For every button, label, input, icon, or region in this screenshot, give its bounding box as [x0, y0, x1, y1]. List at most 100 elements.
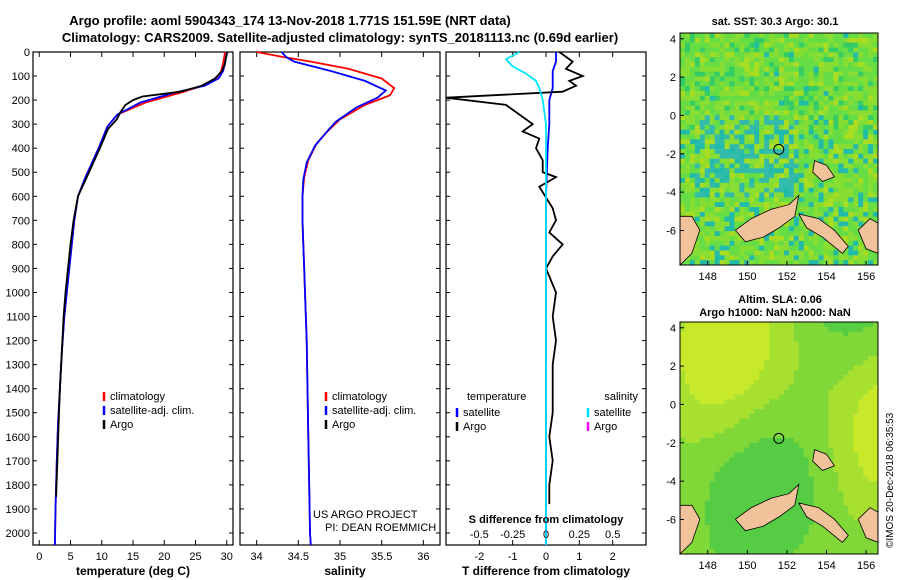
- map-cell: [848, 462, 854, 468]
- map-cell: [709, 399, 716, 405]
- map-cell: [709, 221, 716, 227]
- map-cell: [808, 91, 815, 97]
- map-cell: [709, 149, 716, 155]
- map-cell: [793, 95, 800, 102]
- map-cell: [729, 178, 735, 184]
- map-cell: [754, 168, 760, 174]
- map-cell: [818, 360, 824, 366]
- map-cell: [848, 423, 854, 429]
- map-cell: [719, 110, 725, 116]
- map-cell: [843, 549, 849, 555]
- map-cell: [709, 250, 716, 256]
- map-cell: [858, 539, 864, 545]
- map-cell: [803, 423, 810, 429]
- map-cell: [808, 129, 815, 135]
- map-cell: [699, 221, 706, 227]
- map-cell: [793, 255, 800, 261]
- depth-tick-label: 1000: [6, 287, 30, 299]
- map-cell: [788, 149, 795, 155]
- map-cell: [694, 260, 701, 266]
- map-cell: [704, 231, 711, 237]
- map-cell: [843, 202, 849, 208]
- map-cell: [779, 336, 785, 342]
- map-cell: [823, 139, 829, 145]
- map-cell: [774, 236, 780, 242]
- map-cell: [813, 144, 819, 150]
- map-cell: [818, 322, 824, 328]
- map-cell: [779, 331, 785, 337]
- map-cell: [833, 86, 839, 92]
- map-cell: [793, 226, 800, 232]
- map-cell: [689, 355, 696, 362]
- map-cell: [764, 57, 770, 63]
- map-cell: [754, 418, 760, 424]
- map-cell: [680, 120, 686, 126]
- map-cell: [749, 168, 755, 174]
- map-cell: [863, 42, 869, 48]
- map-cell: [783, 245, 790, 251]
- map-y-tick-label: -4: [666, 476, 676, 488]
- map-cell: [694, 452, 701, 458]
- map-cell: [843, 486, 849, 492]
- map-cell: [774, 370, 780, 376]
- map-cell: [774, 322, 780, 328]
- map-cell: [788, 442, 795, 449]
- map-cell: [838, 105, 844, 111]
- map-cell: [803, 529, 810, 536]
- map-cell: [719, 370, 725, 376]
- map-cell: [764, 153, 770, 160]
- map-cell: [684, 404, 691, 410]
- map-cell: [719, 129, 725, 135]
- map-cell: [803, 245, 810, 251]
- map-cell: [783, 134, 790, 140]
- map-cell: [858, 91, 864, 97]
- map-cell: [838, 178, 844, 184]
- map-cell: [699, 457, 706, 463]
- map-cell: [848, 134, 854, 140]
- map-cell: [754, 260, 760, 266]
- map-cell: [798, 139, 805, 145]
- map-cell: [764, 433, 770, 439]
- salinity-panel-frame: [239, 51, 441, 546]
- map-cell: [729, 211, 735, 218]
- map-cell: [684, 168, 691, 174]
- map-cell: [774, 134, 780, 140]
- map-cell: [749, 404, 755, 410]
- map-cell: [694, 57, 701, 63]
- map-cell: [719, 91, 725, 97]
- map-cell: [813, 192, 819, 198]
- map-cell: [853, 355, 859, 362]
- map-cell: [739, 384, 745, 391]
- map-cell: [769, 81, 775, 87]
- map-cell: [863, 389, 869, 395]
- map-cell: [848, 409, 854, 415]
- map-cell: [734, 178, 740, 184]
- map-cell: [764, 158, 770, 164]
- map-cell: [714, 500, 720, 507]
- map-cell: [798, 197, 805, 203]
- map-cell: [714, 529, 720, 536]
- map-cell: [838, 76, 844, 82]
- map-cell: [734, 95, 740, 102]
- map-cell: [694, 428, 701, 434]
- map-cell: [833, 207, 839, 213]
- map-cell: [848, 182, 854, 189]
- map-cell: [818, 207, 824, 213]
- depth-tick-label: 700: [12, 215, 30, 227]
- map-x-tick-label: 150: [738, 560, 756, 572]
- map-cell: [719, 418, 725, 424]
- map-cell: [788, 481, 795, 487]
- map-cell: [694, 173, 701, 179]
- depth-tick-label: 200: [12, 95, 30, 107]
- map-cell: [813, 336, 819, 342]
- map-cell: [863, 399, 869, 405]
- map-cell: [749, 336, 755, 342]
- map-cell: [724, 510, 730, 516]
- map-cell: [704, 124, 711, 131]
- map-cell: [858, 33, 864, 39]
- map-cell: [754, 462, 760, 468]
- map-cell: [729, 105, 735, 111]
- map-cell: [759, 100, 765, 106]
- map-cell: [838, 452, 844, 458]
- map-cell: [714, 413, 720, 420]
